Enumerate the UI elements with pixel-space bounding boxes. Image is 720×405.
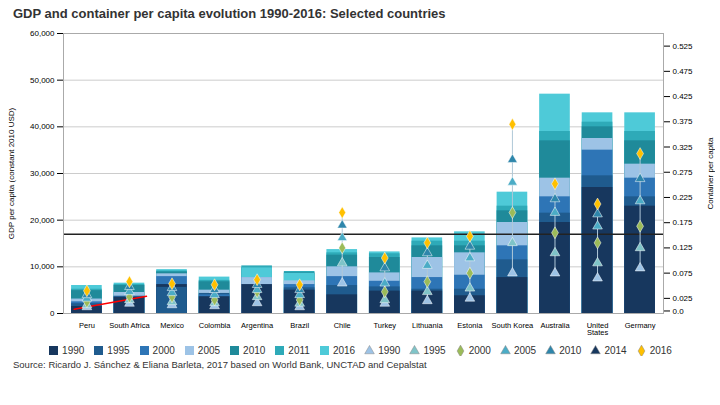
svg-text:Peru: Peru — [79, 321, 95, 330]
svg-text:Australia: Australia — [540, 321, 570, 330]
svg-text:Turkey: Turkey — [373, 321, 396, 330]
html-text:2010: 2010 — [243, 345, 266, 356]
svg-text:0.375: 0.375 — [673, 117, 694, 126]
svg-text:Argentina: Argentina — [241, 321, 274, 330]
html-text:2011: 2011 — [288, 345, 310, 356]
html-text:2000: 2000 — [468, 345, 491, 356]
svg-text:0.175: 0.175 — [673, 218, 694, 227]
svg-text:0: 0 — [50, 309, 55, 318]
html-text:1995: 1995 — [107, 345, 130, 356]
html-text:1990: 1990 — [62, 345, 85, 356]
svg-text:0.525: 0.525 — [673, 42, 694, 51]
svg-text:20,000: 20,000 — [30, 216, 55, 225]
html-text:1995: 1995 — [423, 345, 446, 356]
svg-text:South Korea: South Korea — [492, 321, 535, 330]
html-text:GDP and container per capita e: GDP and container per capita evolution 1… — [13, 6, 446, 21]
svg-text:Colombia: Colombia — [199, 321, 232, 330]
html-text:2016: 2016 — [332, 345, 356, 356]
svg-text:Lithuania: Lithuania — [412, 321, 443, 330]
html-text:Source: Ricardo J. Sánchez & E: Source: Ricardo J. Sánchez & Eliana Barl… — [13, 359, 427, 370]
svg-text:50,000: 50,000 — [30, 76, 55, 85]
svg-text:30,000: 30,000 — [30, 169, 55, 178]
html-text:2014: 2014 — [604, 345, 627, 356]
svg-text:40,000: 40,000 — [30, 122, 55, 131]
svg-text:Mexico: Mexico — [160, 321, 184, 330]
html-text:2010: 2010 — [559, 345, 582, 356]
svg-text:0.475: 0.475 — [673, 67, 694, 76]
svg-text:GDP per capita (constant 2010: GDP per capita (constant 2010 USD) — [7, 107, 16, 239]
svg-text:0.325: 0.325 — [673, 143, 694, 152]
svg-text:0.125: 0.125 — [673, 243, 694, 252]
svg-text:Brazil: Brazil — [290, 321, 309, 330]
svg-text:0.0: 0.0 — [673, 307, 685, 316]
svg-text:South Africa: South Africa — [109, 321, 150, 330]
html-text:2005: 2005 — [197, 345, 221, 356]
svg-text:Chile: Chile — [334, 321, 351, 330]
html-text:2005: 2005 — [513, 345, 537, 356]
html-text:2016: 2016 — [649, 345, 672, 356]
svg-text:Container per capita: Container per capita — [706, 137, 715, 210]
svg-text:0.425: 0.425 — [673, 92, 694, 101]
svg-text:UnitedStates: UnitedStates — [587, 321, 609, 338]
svg-text:0.025: 0.025 — [673, 294, 694, 303]
svg-text:10,000: 10,000 — [30, 262, 55, 271]
html-text:1990: 1990 — [378, 345, 401, 356]
svg-text:0.275: 0.275 — [673, 168, 694, 177]
svg-text:0.225: 0.225 — [673, 193, 694, 202]
html-text:2000: 2000 — [152, 345, 175, 356]
svg-text:0.075: 0.075 — [673, 269, 694, 278]
svg-text:Estonia: Estonia — [457, 321, 483, 330]
svg-text:Germany: Germany — [625, 321, 656, 330]
svg-text:60,000: 60,000 — [30, 29, 55, 38]
